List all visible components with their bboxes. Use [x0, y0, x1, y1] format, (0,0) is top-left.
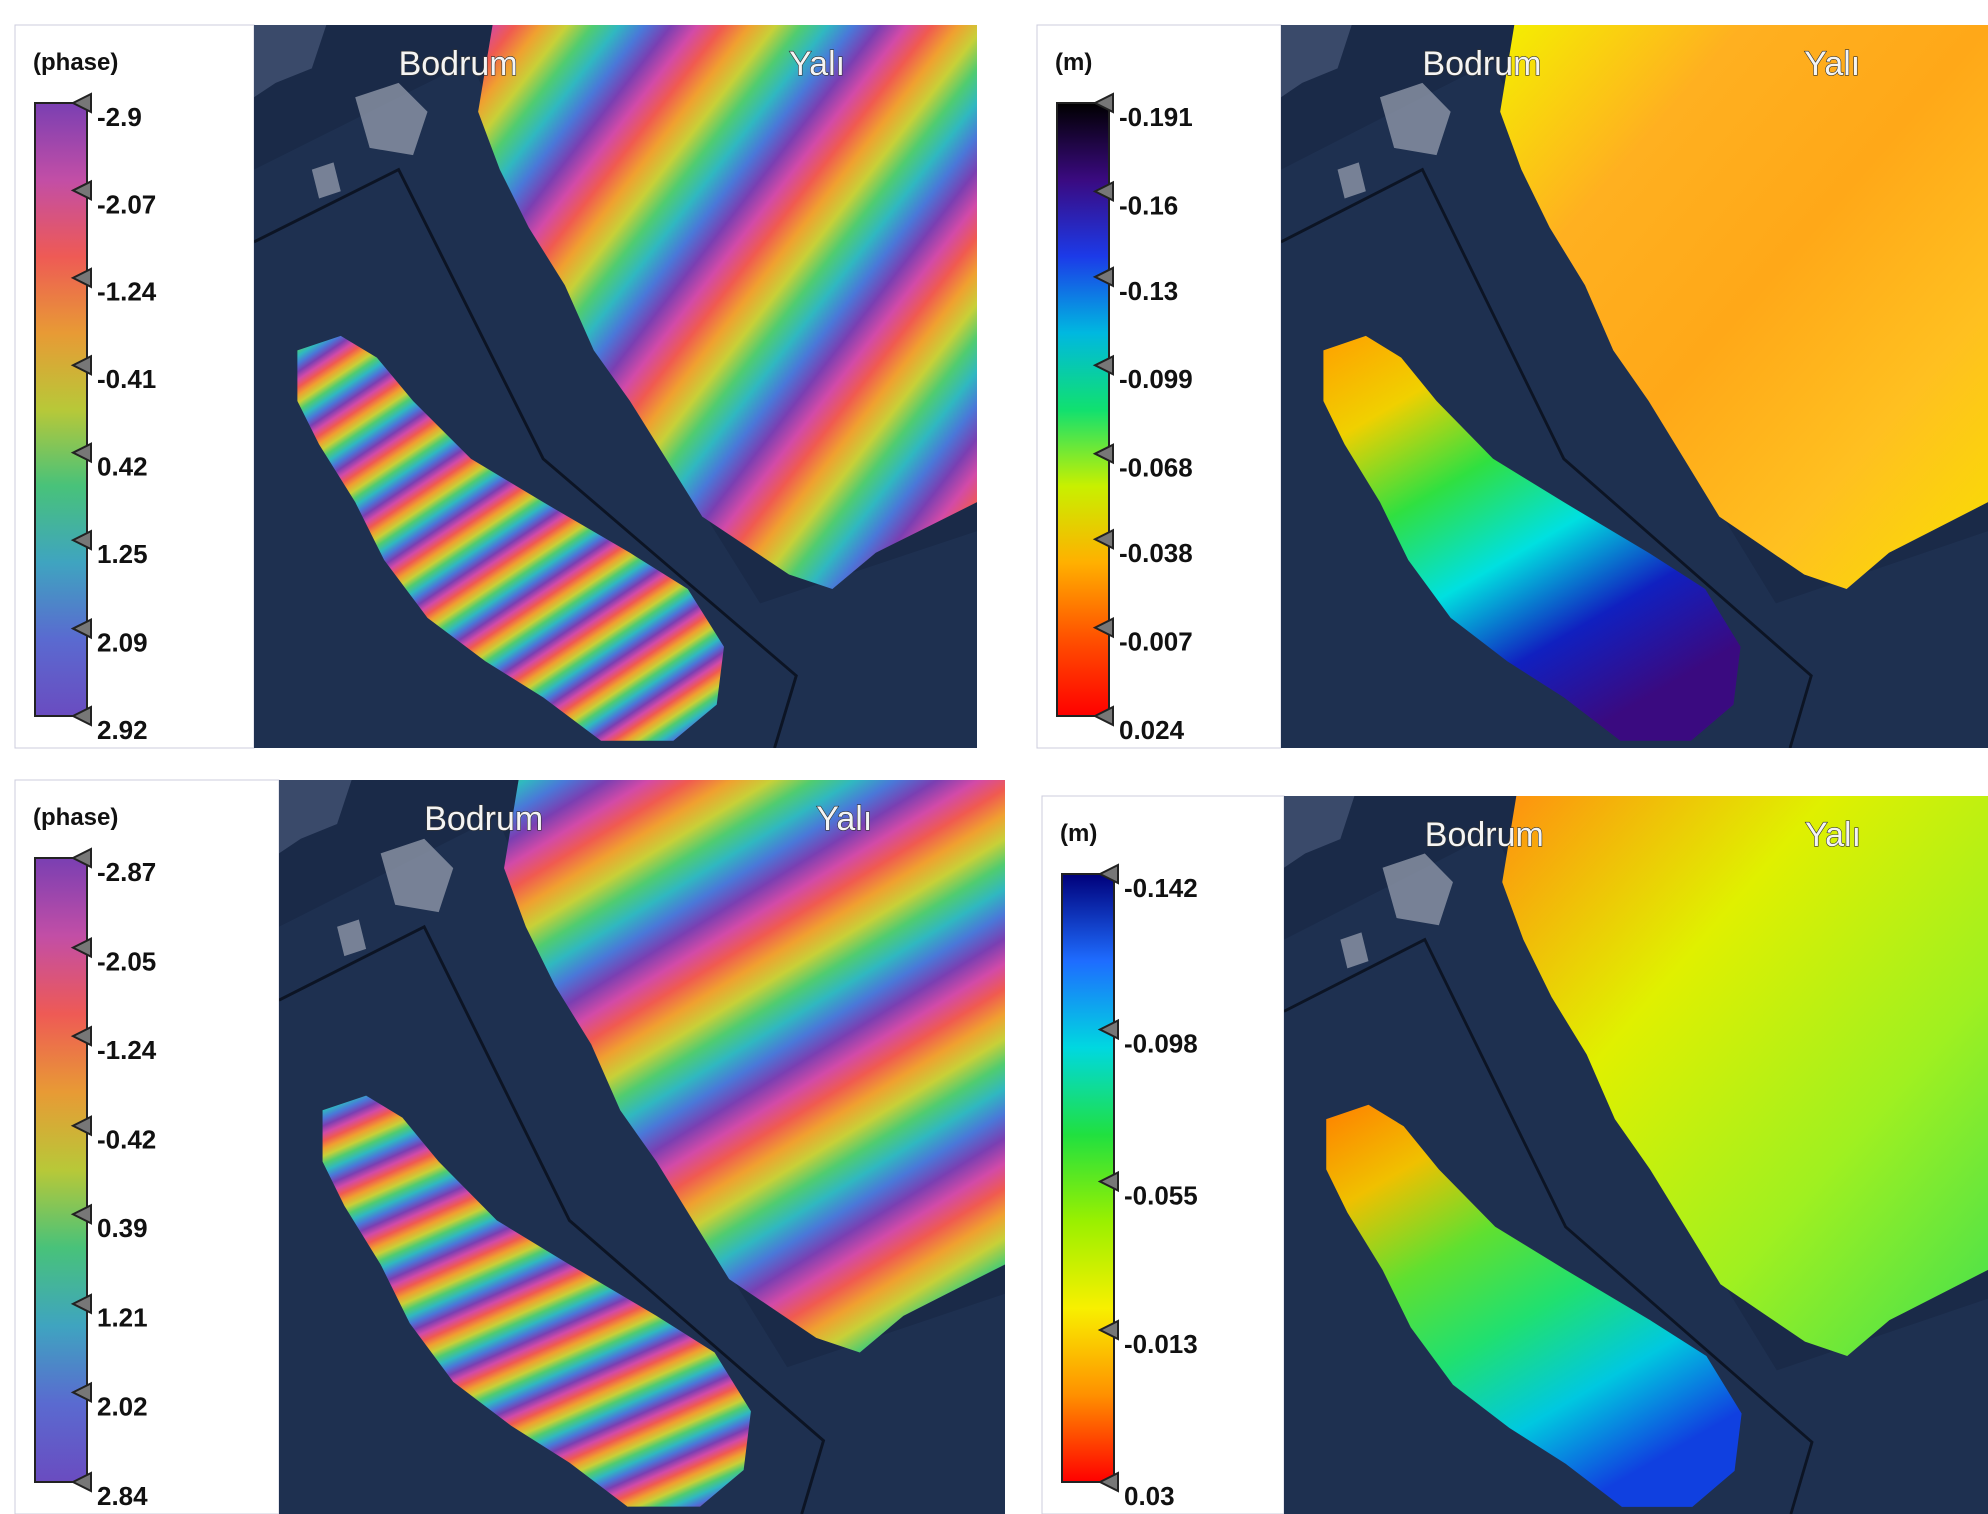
- figure: (phase) -2.9 -2.07 -1.24 -0.41 0.42 1.25 2.09 2.…: [0, 0, 1988, 1514]
- tick-label: -0.055: [1124, 1180, 1198, 1210]
- tick-label: 1.21: [97, 1303, 148, 1333]
- map: [1281, 25, 1988, 748]
- colorbar-panel: (phase) -2.9 -2.07 -1.24 -0.41 0.42 1.25 2.09 2.…: [15, 25, 254, 748]
- unit-label: (phase): [33, 804, 118, 831]
- tick-label: -0.099: [1119, 364, 1193, 394]
- tick-label: 0.42: [97, 452, 148, 482]
- tick-label: -0.013: [1124, 1329, 1198, 1359]
- tick-label: -0.42: [97, 1125, 156, 1155]
- tick-label: -2.9: [97, 102, 142, 132]
- tick-label: -0.007: [1119, 626, 1193, 656]
- tick-label: -0.191: [1119, 102, 1193, 132]
- tick-label: 2.84: [97, 1481, 148, 1511]
- place-label: Yalı: [816, 800, 872, 838]
- place-label: Bodrum: [424, 800, 543, 838]
- map: [1284, 796, 1988, 1514]
- tick-label: -0.16: [1119, 190, 1178, 220]
- map: [279, 780, 1005, 1514]
- tick-label: 0.39: [97, 1213, 148, 1243]
- colorbar-panel: (m) -0.191 -0.16 -0.13 -0.099 -0.068 -0.038 -0.…: [1037, 25, 1281, 748]
- place-label: Bodrum: [1425, 816, 1544, 854]
- tick-label: 1.25: [97, 539, 148, 569]
- unit-label: (phase): [33, 49, 118, 76]
- place-label: Yalı: [1804, 45, 1860, 83]
- place-label: Yalı: [1805, 816, 1861, 854]
- tick-label: -2.87: [97, 857, 156, 887]
- tick-label: -0.098: [1124, 1028, 1198, 1058]
- tick-label: -0.068: [1119, 453, 1193, 483]
- tick-label: -0.142: [1124, 873, 1198, 903]
- place-label: Bodrum: [399, 45, 518, 83]
- colorbar-panel: (phase) -2.87 -2.05 -1.24 -0.42 0.39 1.21 2.02 2…: [15, 780, 279, 1514]
- tick-label: -0.13: [1119, 276, 1178, 306]
- tick-label: -0.41: [97, 364, 156, 394]
- tick-label: 2.02: [97, 1391, 148, 1421]
- tick-label: 0.024: [1119, 715, 1185, 745]
- tick-label: -2.07: [97, 189, 156, 219]
- tick-label: -1.24: [97, 1035, 157, 1065]
- tick-label: -0.038: [1119, 538, 1193, 568]
- place-label: Bodrum: [1422, 45, 1541, 83]
- tick-label: 2.09: [97, 627, 148, 657]
- place-label: Yalı: [789, 45, 845, 83]
- unit-label: (m): [1060, 820, 1097, 847]
- colorbar-panel: (m) -0.142 -0.098 -0.055 -0.013 0.03: [1042, 796, 1284, 1514]
- colorbar: [35, 103, 87, 716]
- map: [254, 25, 977, 748]
- tick-label: 2.92: [97, 715, 148, 745]
- tick-label: -1.24: [97, 277, 157, 307]
- unit-label: (m): [1055, 49, 1092, 76]
- tick-label: 0.03: [1124, 1481, 1175, 1511]
- tick-label: -2.05: [97, 946, 156, 976]
